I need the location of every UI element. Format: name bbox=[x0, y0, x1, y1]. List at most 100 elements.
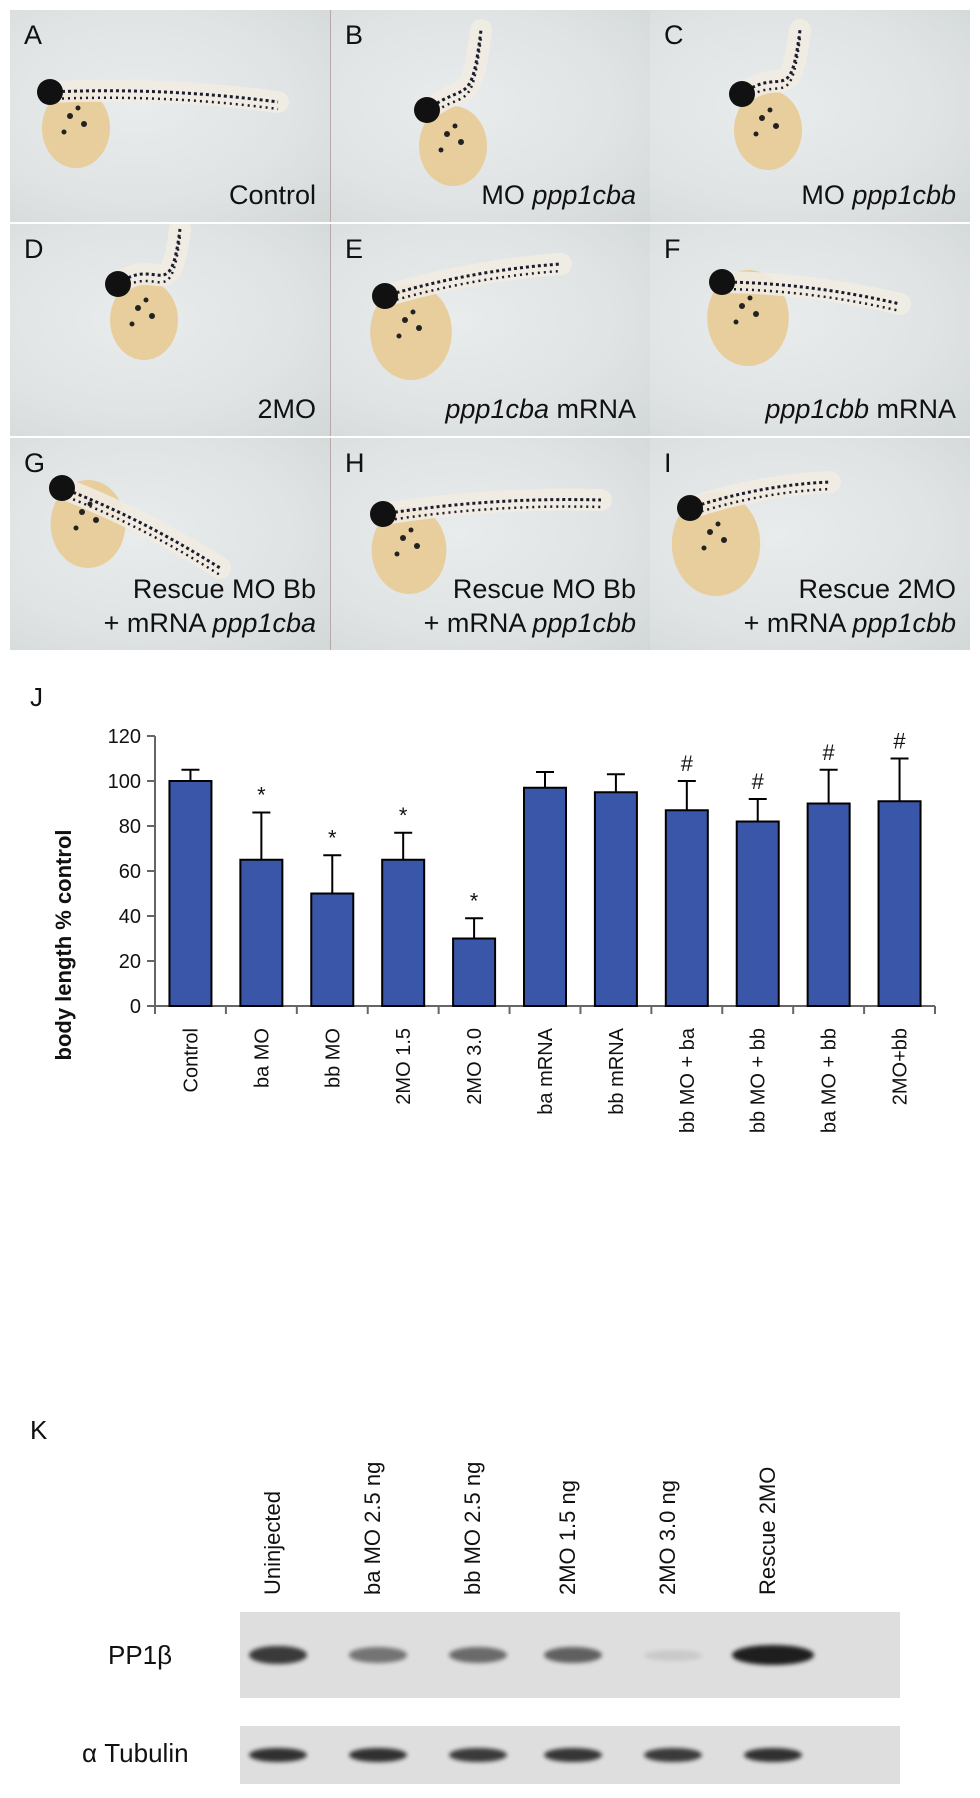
panel-letter: H bbox=[345, 448, 365, 478]
bar bbox=[735, 820, 780, 1007]
bar bbox=[168, 780, 213, 1007]
panel-caption: Control bbox=[229, 178, 316, 212]
panel-caption: ppp1cbb mRNA bbox=[765, 392, 956, 426]
panel-letter: E bbox=[345, 234, 364, 264]
y-tick-label: 40 bbox=[119, 906, 141, 928]
significance-marker: # bbox=[752, 769, 765, 794]
caption-text: ppp1cbb bbox=[532, 608, 636, 638]
caption-text: ppp1cbb bbox=[852, 608, 956, 638]
blot-band bbox=[544, 1748, 602, 1762]
significance-marker: # bbox=[823, 740, 836, 765]
blot-band bbox=[644, 1748, 702, 1762]
panel-letter: B bbox=[345, 20, 364, 50]
body-length-bar-chart: 0 20 40 60 80 100 120 Control * ba MO * bb MO * 2MO 1… bbox=[108, 726, 936, 1133]
blot-band bbox=[744, 1748, 802, 1762]
blot-lane-label: 2MO 1.5 ng bbox=[555, 1480, 580, 1595]
blot-lane-label: Rescue 2MO bbox=[755, 1466, 780, 1595]
embryo-panel-d: D 2MO bbox=[10, 224, 330, 436]
caption-text: Control bbox=[228, 180, 316, 210]
caption-text: ppp1cbb bbox=[765, 394, 869, 424]
bar bbox=[664, 809, 709, 1007]
caption-text: ppp1cba bbox=[532, 180, 636, 210]
caption-text: ppp1cba bbox=[212, 608, 316, 638]
caption-text: + mRNA bbox=[423, 608, 533, 638]
bar bbox=[877, 800, 922, 1007]
blot-lane-label: Uninjected bbox=[260, 1491, 285, 1595]
bar bbox=[239, 858, 284, 1007]
bar bbox=[452, 937, 497, 1007]
caption-text: 2MO bbox=[257, 394, 316, 424]
panel-caption: MO ppp1cbb bbox=[801, 178, 956, 212]
blot-row-label: α Tubulin bbox=[82, 1738, 189, 1768]
blot-lane-label: 2MO 3.0 ng bbox=[655, 1480, 680, 1595]
significance-marker: * bbox=[470, 888, 479, 913]
caption-text: mRNA bbox=[549, 394, 637, 424]
bar bbox=[310, 892, 355, 1007]
zebrafish-embryo-image bbox=[370, 488, 612, 594]
zebrafish-embryo-image bbox=[671, 471, 841, 596]
y-tick-label: 80 bbox=[119, 816, 141, 838]
x-category-label: ba MO bbox=[251, 1028, 273, 1088]
blot-band bbox=[732, 1645, 814, 1665]
zebrafish-embryo-image bbox=[105, 224, 191, 360]
y-tick-label: 120 bbox=[108, 726, 141, 748]
caption-text: mRNA bbox=[869, 394, 957, 424]
blot-band bbox=[349, 1647, 407, 1663]
blot-band bbox=[249, 1748, 307, 1762]
caption-text: ppp1cba bbox=[445, 394, 549, 424]
y-tick-label: 60 bbox=[119, 861, 141, 883]
caption-text: + mRNA bbox=[103, 608, 213, 638]
embryo-panel-g: G Rescue MO Bb + mRNA ppp1cba bbox=[10, 438, 330, 650]
panel-letter: F bbox=[664, 234, 681, 264]
panel-letter-j: J bbox=[30, 682, 43, 712]
x-category-label: bb MO + bb bbox=[748, 1028, 770, 1133]
panel-caption: 2MO bbox=[257, 392, 316, 426]
significance-marker: # bbox=[893, 729, 906, 754]
panel-letter: C bbox=[664, 20, 684, 50]
y-tick-label: 100 bbox=[108, 771, 141, 793]
panel-letter: D bbox=[24, 234, 44, 264]
x-category-label: bb MO bbox=[322, 1028, 344, 1088]
bar bbox=[593, 791, 638, 1007]
x-category-label: 2MO 1.5 bbox=[393, 1028, 415, 1105]
blot-band bbox=[544, 1646, 602, 1664]
x-category-label: ba mRNA bbox=[535, 1027, 557, 1114]
blot-lane-label: bb MO 2.5 ng bbox=[460, 1461, 485, 1595]
x-category-label: bb MO + ba bbox=[677, 1027, 699, 1133]
panel-caption: MO ppp1cba bbox=[481, 178, 636, 212]
caption-text: ppp1cbb bbox=[852, 180, 956, 210]
blot-strip bbox=[240, 1726, 900, 1784]
blot-row-label: PP1β bbox=[108, 1640, 173, 1670]
panel-caption: Rescue MO Bb + mRNA ppp1cba bbox=[104, 572, 316, 640]
panel-caption: Rescue 2MO + mRNA ppp1cbb bbox=[744, 572, 956, 640]
panel-letter: G bbox=[24, 448, 46, 478]
panel-letter: A bbox=[24, 20, 43, 50]
y-tick-label: 0 bbox=[130, 996, 141, 1018]
x-category-label: 2MO+bb bbox=[890, 1028, 912, 1105]
x-category-label: 2MO 3.0 bbox=[464, 1028, 486, 1105]
caption-text: Rescue MO Bb bbox=[452, 574, 636, 604]
blot-band bbox=[349, 1748, 407, 1762]
significance-marker: * bbox=[399, 803, 408, 828]
x-category-label: ba MO + bb bbox=[819, 1028, 841, 1133]
embryo-panel-h: H Rescue MO Bb + mRNA ppp1cbb bbox=[330, 438, 650, 650]
significance-marker: * bbox=[257, 783, 266, 808]
zebrafish-embryo-image bbox=[370, 253, 572, 380]
embryo-panel-i: I Rescue 2MO + mRNA ppp1cbb bbox=[650, 438, 970, 650]
panel-caption: ppp1cba mRNA bbox=[445, 392, 636, 426]
blot-band bbox=[644, 1649, 702, 1661]
blot-strip bbox=[240, 1612, 900, 1698]
zebrafish-embryo-image bbox=[414, 19, 492, 186]
blot-band bbox=[449, 1647, 507, 1663]
caption-text: + mRNA bbox=[743, 608, 853, 638]
embryo-panel-c: C MO ppp1cbb bbox=[650, 10, 970, 222]
panel-caption: Rescue MO Bb + mRNA ppp1cbb bbox=[424, 572, 636, 640]
caption-text: Rescue 2MO bbox=[798, 574, 956, 604]
panel-letter: I bbox=[664, 448, 672, 478]
blot-band bbox=[249, 1645, 307, 1665]
zebrafish-embryo-image bbox=[729, 19, 811, 170]
zebrafish-embryo-image bbox=[707, 269, 911, 366]
